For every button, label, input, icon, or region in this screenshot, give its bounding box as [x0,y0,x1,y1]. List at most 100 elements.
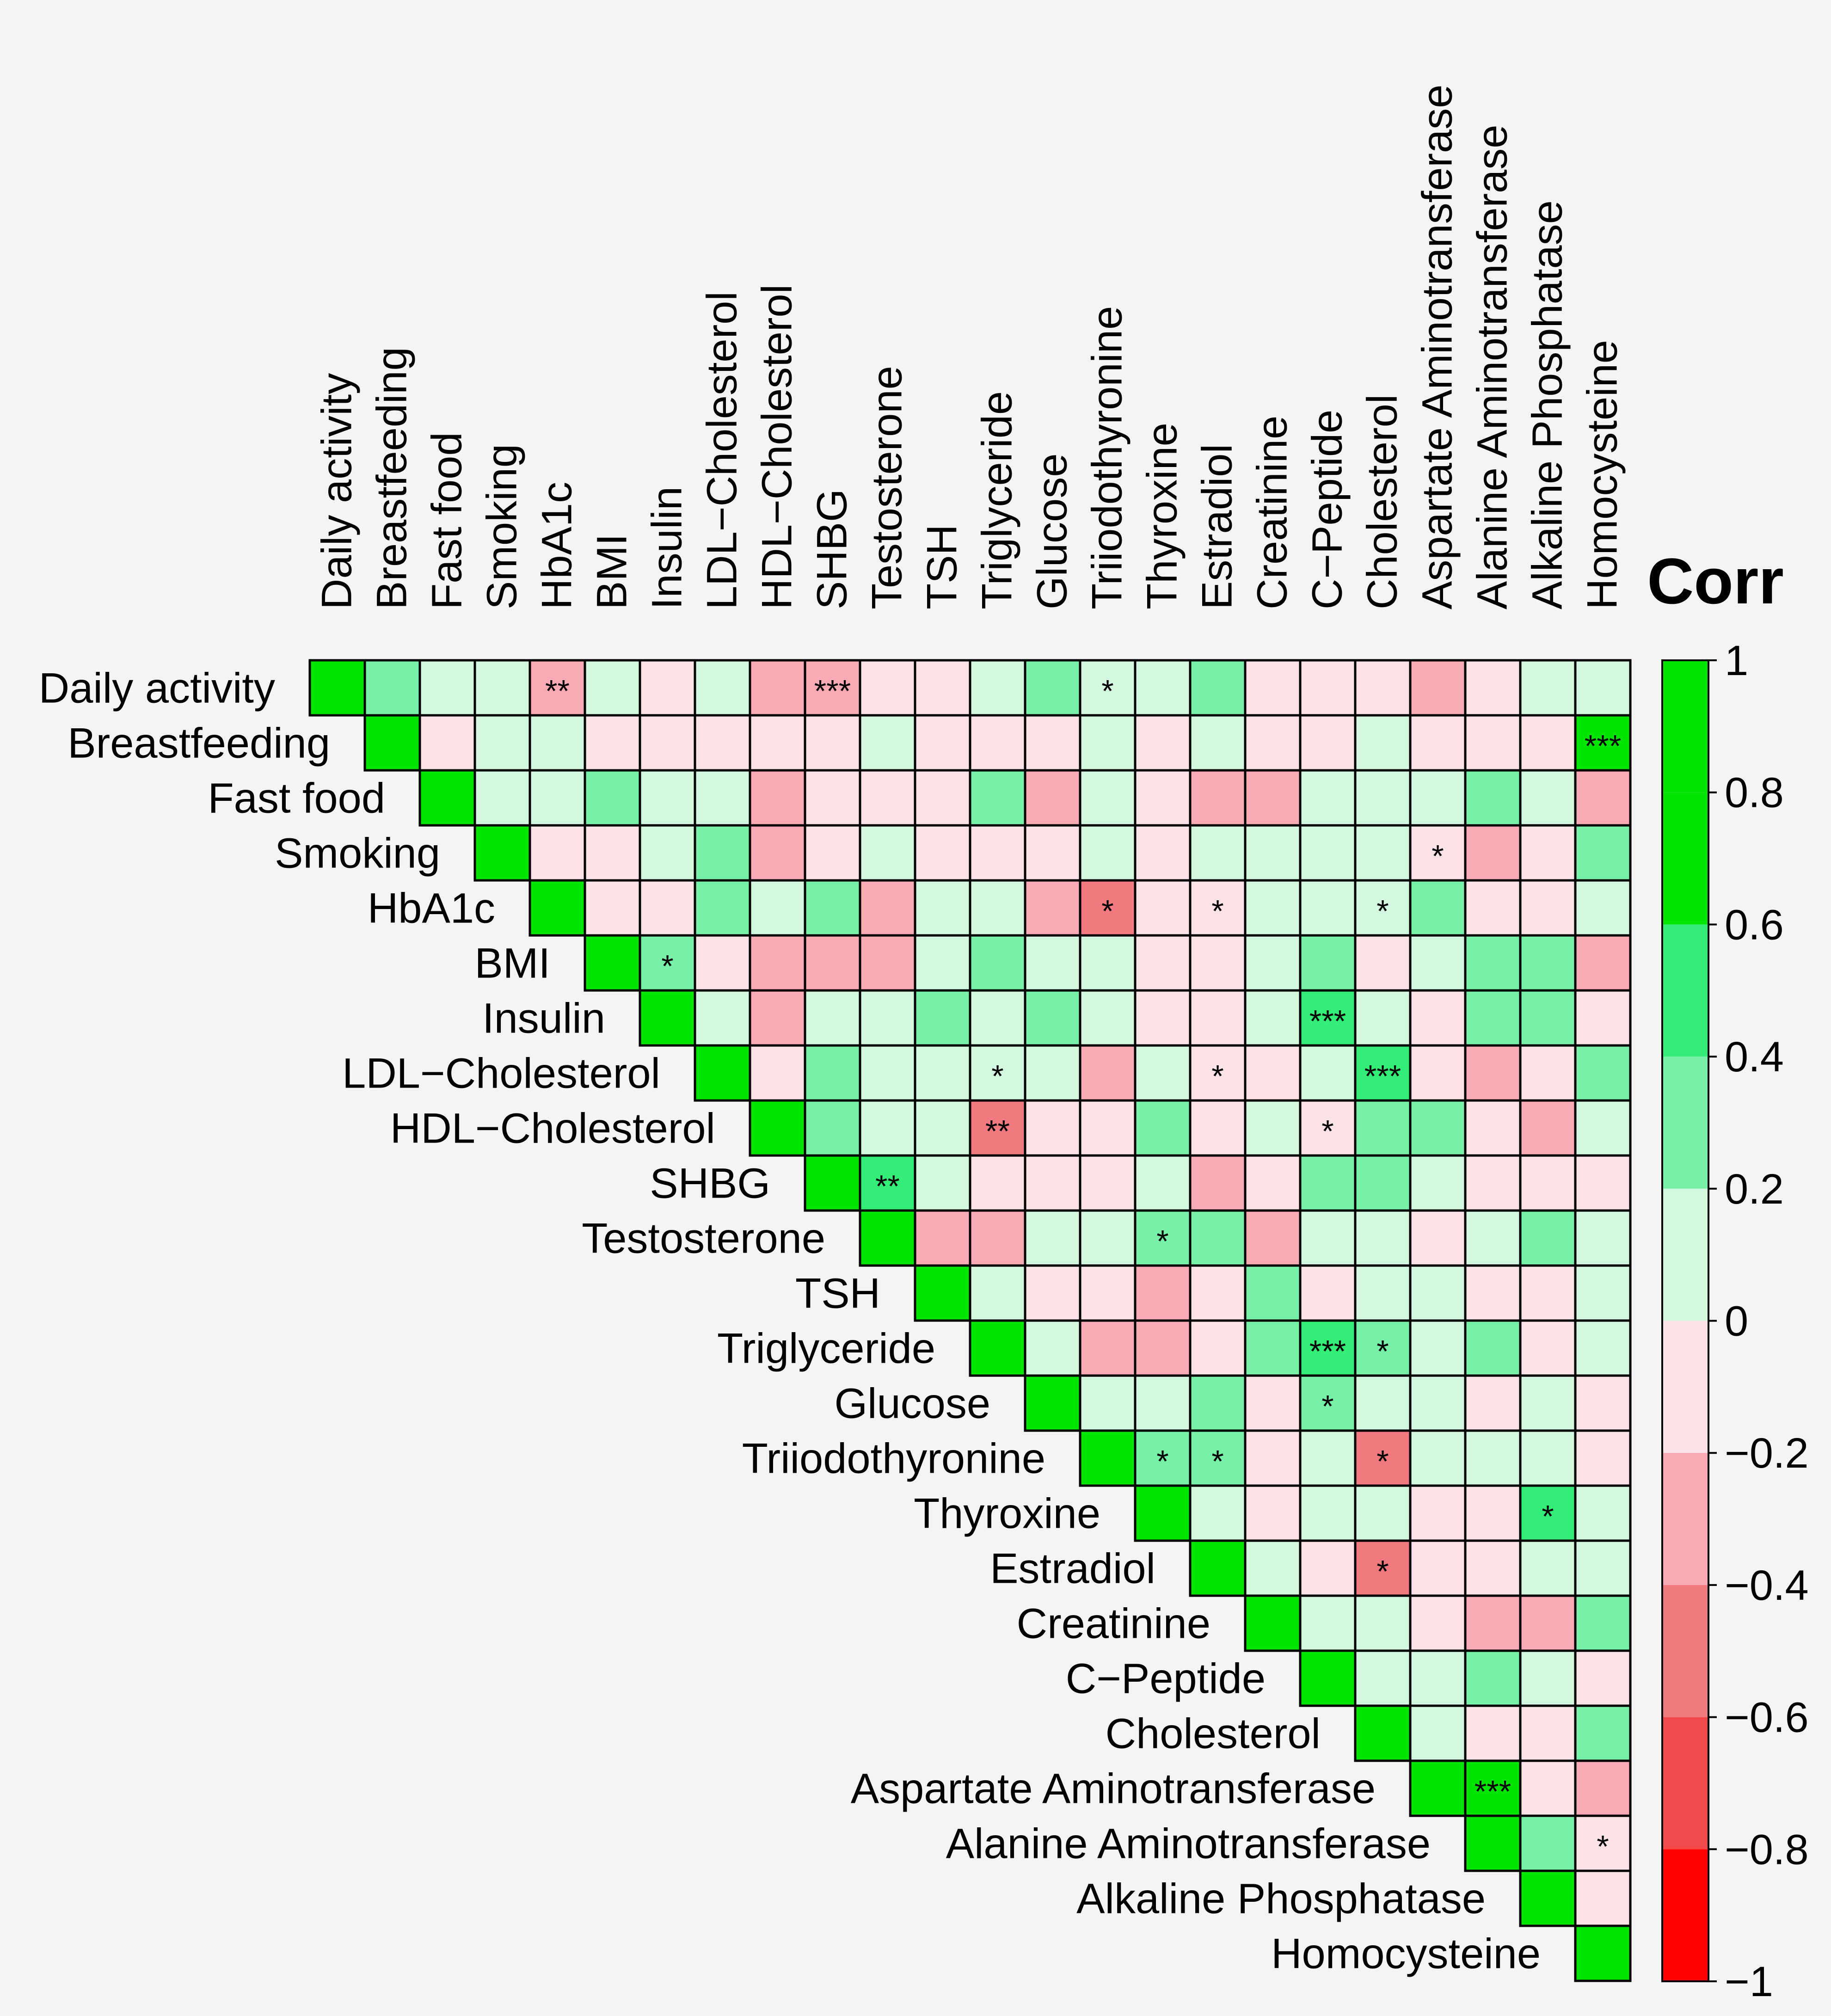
heatmap-cell [1574,1649,1632,1707]
heatmap-cell [914,989,971,1047]
heatmap-cell [1354,824,1412,882]
heatmap-cell [1299,1484,1357,1542]
heatmap-cell [1299,1099,1357,1157]
heatmap-cell [914,934,971,992]
heatmap-cell [584,769,641,827]
heatmap-cell [1134,1264,1192,1322]
heatmap-cell [639,824,696,882]
heatmap-cell [1244,1319,1302,1377]
heatmap-cell [694,934,751,992]
heatmap-cell [584,934,641,992]
col-label-creatinine: Creatinine [1249,416,1296,609]
heatmap-cell [584,824,641,882]
heatmap-cell [1464,1154,1522,1212]
heatmap-cell [1024,1099,1081,1157]
heatmap-cell [804,1044,861,1102]
heatmap-cell [1464,1099,1522,1157]
row-label-shbg: SHBG [650,1160,770,1207]
heatmap-cell [1299,1539,1357,1597]
heatmap-cell [1464,1374,1522,1432]
heatmap-cell [1134,1209,1192,1267]
heatmap-cell [1244,934,1302,992]
row-label-ldl-cholesterol: LDL−Cholesterol [342,1050,660,1097]
col-label-fast-food: Fast food [424,432,471,609]
heatmap-cell [1244,824,1302,882]
heatmap-cell [694,659,751,717]
heatmap-cell [914,1044,971,1102]
row-label-breastfeeding: Breastfeeding [68,720,330,767]
heatmap-cell [1079,1319,1137,1377]
colorbar-tick-label: 1 [1725,637,1748,684]
heatmap-cell [1574,769,1632,827]
heatmap-cell [1354,769,1412,827]
heatmap-cell [969,1209,1026,1267]
heatmap-cell [1244,1264,1302,1322]
heatmap-cell [914,769,971,827]
row-label-alkaline-phosphatase: Alkaline Phosphatase [1076,1875,1486,1923]
heatmap-cell [694,1044,751,1102]
heatmap-cell [528,769,586,827]
col-label-hba1c: HbA1c [534,482,581,609]
heatmap-cell [1464,824,1522,882]
heatmap-cell [1574,824,1632,882]
heatmap-cell [1024,1319,1081,1377]
heatmap-cell [308,659,366,717]
heatmap-cell [418,714,476,772]
heatmap-cell [1409,1319,1467,1377]
significance-mark: * [1211,1059,1223,1094]
heatmap-cell [1354,1594,1412,1652]
heatmap-cell [859,879,916,937]
heatmap-cell [1574,1869,1632,1927]
heatmap-cell [1299,714,1357,772]
heatmap-cell [1024,1264,1081,1322]
heatmap-cell [1409,1044,1467,1102]
significance-mark: * [1321,1114,1333,1149]
heatmap-cell [859,659,916,717]
heatmap-cell [1574,659,1632,717]
heatmap-cell [1134,1319,1192,1377]
heatmap-cell [969,1319,1026,1377]
heatmap-cell [1519,714,1577,772]
heatmap-cell [914,659,971,717]
heatmap-cell [1189,1539,1247,1597]
heatmap-cell [1574,1429,1632,1487]
heatmap-cell [1574,989,1632,1047]
colorbar-band [1662,924,1708,1057]
heatmap-cell [1519,1374,1577,1432]
heatmap-cell [914,824,971,882]
heatmap-cell [1464,1704,1522,1762]
heatmap-cell [1519,1814,1577,1872]
heatmap-cell [1024,934,1081,992]
heatmap-cell [1079,879,1137,937]
heatmap-cell [1299,1154,1357,1212]
heatmap-cell [1574,879,1632,937]
heatmap-cell [1574,1209,1632,1267]
heatmap-cell [1519,934,1577,992]
heatmap-cell [1574,1044,1632,1102]
heatmap-cell [1134,1374,1192,1432]
heatmap-cell [528,824,586,882]
heatmap-cell [473,824,531,882]
heatmap-cell [1024,1374,1081,1432]
heatmap-cell [528,714,586,772]
heatmap-cell [1409,659,1467,717]
heatmap-cell [1299,1264,1357,1322]
row-label-daily-activity: Daily activity [39,665,275,712]
heatmap-cell [584,659,641,717]
col-label-thyroxine: Thyroxine [1139,423,1186,609]
row-label-insulin: Insulin [482,995,605,1042]
heatmap-cell [1189,1374,1247,1432]
heatmap-cell [914,1154,971,1212]
heatmap-cell [859,989,916,1047]
row-label-aspartate-aminotransferase: Aspartate Aminotransferase [851,1765,1376,1813]
heatmap-cell [639,879,696,937]
heatmap-cell [1574,1704,1632,1762]
heatmap-cell [473,714,531,772]
column-labels: Daily activity Breastfeeding Fast food Smok… [313,85,1626,609]
heatmap-cell [859,769,916,827]
heatmap-cell [969,989,1026,1047]
row-label-c-peptide: C−Peptide [1066,1655,1266,1703]
legend-title: Corr [1647,545,1784,617]
heatmap-cell [363,714,421,772]
heatmap-cell [1409,1759,1467,1817]
